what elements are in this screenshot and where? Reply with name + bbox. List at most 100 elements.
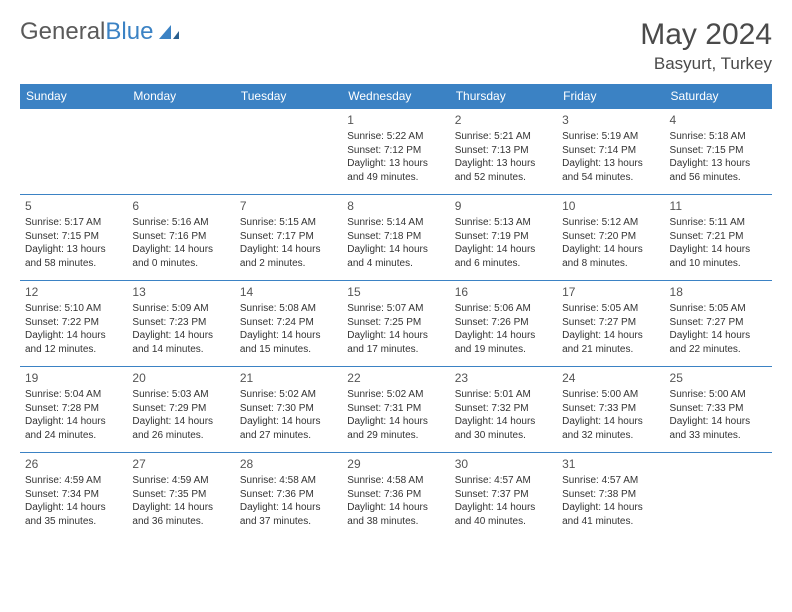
day-number: 15 [347,284,444,300]
sunrise-text: Sunrise: 5:13 AM [455,216,552,230]
daylight-text: Daylight: 14 hours and 33 minutes. [670,415,767,442]
sunrise-text: Sunrise: 5:06 AM [455,302,552,316]
sunset-text: Sunset: 7:23 PM [132,316,229,330]
sunset-text: Sunset: 7:19 PM [455,230,552,244]
daylight-text: Daylight: 14 hours and 37 minutes. [240,501,337,528]
day-number: 25 [670,370,767,386]
day-number: 26 [25,456,122,472]
week-row: 5Sunrise: 5:17 AMSunset: 7:15 PMDaylight… [20,195,772,281]
day-cell: 18Sunrise: 5:05 AMSunset: 7:27 PMDayligh… [665,281,772,367]
day-number: 24 [562,370,659,386]
day-number: 18 [670,284,767,300]
logo: GeneralBlue [20,18,181,46]
sunrise-text: Sunrise: 5:02 AM [347,388,444,402]
day-number: 29 [347,456,444,472]
sunrise-text: Sunrise: 5:05 AM [562,302,659,316]
day-number: 2 [455,112,552,128]
day-cell: 11Sunrise: 5:11 AMSunset: 7:21 PMDayligh… [665,195,772,281]
page-header: GeneralBlue May 2024 Basyurt, Turkey [20,18,772,74]
sunrise-text: Sunrise: 5:17 AM [25,216,122,230]
day-number: 31 [562,456,659,472]
day-cell: 14 Sunrise: 5:08 AMSunset: 7:24 PMDayligh… [235,281,342,367]
daylight-text: Daylight: 14 hours and 38 minutes. [347,501,444,528]
daylight-text: Daylight: 13 hours and 56 minutes. [670,157,767,184]
day-number: 13 [132,284,229,300]
daylight-text: Daylight: 14 hours and 4 minutes. [347,243,444,270]
sunset-text: Sunset: 7:36 PM [347,488,444,502]
sunset-text: Sunset: 7:12 PM [347,144,444,158]
day-cell: 2Sunrise: 5:21 AMSunset: 7:13 PMDaylight… [450,109,557,195]
sunrise-text: Sunrise: 5:16 AM [132,216,229,230]
logo-text-general: General [20,18,105,45]
sunset-text: Sunset: 7:16 PM [132,230,229,244]
sunset-text: Sunset: 7:30 PM [240,402,337,416]
sunrise-text: Sunrise: 5:12 AM [562,216,659,230]
day-cell: 30Sunrise: 4:57 AMSunset: 7:37 PMDayligh… [450,453,557,539]
sunset-text: Sunset: 7:17 PM [240,230,337,244]
day-cell: 29Sunrise: 4:58 AMSunset: 7:36 PMDayligh… [342,453,449,539]
day-number: 8 [347,198,444,214]
sunset-text: Sunset: 7:14 PM [562,144,659,158]
day-number: 5 [25,198,122,214]
dow-header: Sunday [20,84,127,109]
day-number: 4 [670,112,767,128]
sunrise-text: Sunrise: 5:04 AM [25,388,122,402]
sunset-text: Sunset: 7:22 PM [25,316,122,330]
daylight-text: Daylight: 14 hours and 32 minutes. [562,415,659,442]
week-row: 12Sunrise: 5:10 AMSunset: 7:22 PMDayligh… [20,281,772,367]
sunrise-text: Sunrise: 5:00 AM [562,388,659,402]
daylight-text: Daylight: 14 hours and 15 minutes. [240,329,337,356]
calendar-table: Sunday Monday Tuesday Wednesday Thursday… [20,84,772,539]
day-cell: 9Sunrise: 5:13 AMSunset: 7:19 PMDaylight… [450,195,557,281]
day-cell: 16Sunrise: 5:06 AMSunset: 7:26 PMDayligh… [450,281,557,367]
day-cell: 5Sunrise: 5:17 AMSunset: 7:15 PMDaylight… [20,195,127,281]
daylight-text: Daylight: 14 hours and 30 minutes. [455,415,552,442]
sunrise-text: Sunrise: 5:08 AM [240,302,337,316]
day-number: 10 [562,198,659,214]
sunset-text: Sunset: 7:33 PM [562,402,659,416]
dow-header: Tuesday [235,84,342,109]
daylight-text: Daylight: 14 hours and 0 minutes. [132,243,229,270]
day-number: 20 [132,370,229,386]
sunset-text: Sunset: 7:24 PM [240,316,337,330]
empty-cell [127,109,234,195]
logo-sail-icon [157,23,181,41]
sunset-text: Sunset: 7:34 PM [25,488,122,502]
day-number: 9 [455,198,552,214]
daylight-text: Daylight: 13 hours and 52 minutes. [455,157,552,184]
sunset-text: Sunset: 7:29 PM [132,402,229,416]
day-cell: 24 Sunrise: 5:00 AMSunset: 7:33 PMDayligh… [557,367,664,453]
sunrise-text: Sunrise: 5:05 AM [670,302,767,316]
sunset-text: Sunset: 7:32 PM [455,402,552,416]
sunrise-text: Sunrise: 4:59 AM [132,474,229,488]
logo-text-blue: Blue [105,18,153,45]
sunset-text: Sunset: 7:33 PM [670,402,767,416]
empty-cell [665,453,772,539]
day-number: 11 [670,198,767,214]
daylight-text: Daylight: 13 hours and 54 minutes. [562,157,659,184]
day-number: 14 [240,284,337,300]
day-cell: 12Sunrise: 5:10 AMSunset: 7:22 PMDayligh… [20,281,127,367]
day-cell: 7Sunrise: 5:15 AMSunset: 7:17 PMDaylight… [235,195,342,281]
sunset-text: Sunset: 7:36 PM [240,488,337,502]
day-cell: 19Sunrise: 5:04 AMSunset: 7:28 PMDayligh… [20,367,127,453]
daylight-text: Daylight: 13 hours and 58 minutes. [25,243,122,270]
daylight-text: Daylight: 14 hours and 40 minutes. [455,501,552,528]
sunrise-text: Sunrise: 5:22 AM [347,130,444,144]
dow-header: Wednesday [342,84,449,109]
sunrise-text: Sunrise: 4:59 AM [25,474,122,488]
sunset-text: Sunset: 7:18 PM [347,230,444,244]
day-number: 17 [562,284,659,300]
day-number: 27 [132,456,229,472]
day-number: 19 [25,370,122,386]
sunset-text: Sunset: 7:26 PM [455,316,552,330]
day-cell: 31Sunrise: 4:57 AMSunset: 7:38 PMDayligh… [557,453,664,539]
sunset-text: Sunset: 7:28 PM [25,402,122,416]
sunrise-text: Sunrise: 4:58 AM [240,474,337,488]
daylight-text: Daylight: 14 hours and 36 minutes. [132,501,229,528]
sunset-text: Sunset: 7:13 PM [455,144,552,158]
title-block: May 2024 Basyurt, Turkey [640,18,772,74]
sunrise-text: Sunrise: 5:00 AM [670,388,767,402]
daylight-text: Daylight: 14 hours and 12 minutes. [25,329,122,356]
day-cell: 4Sunrise: 5:18 AMSunset: 7:15 PMDaylight… [665,109,772,195]
